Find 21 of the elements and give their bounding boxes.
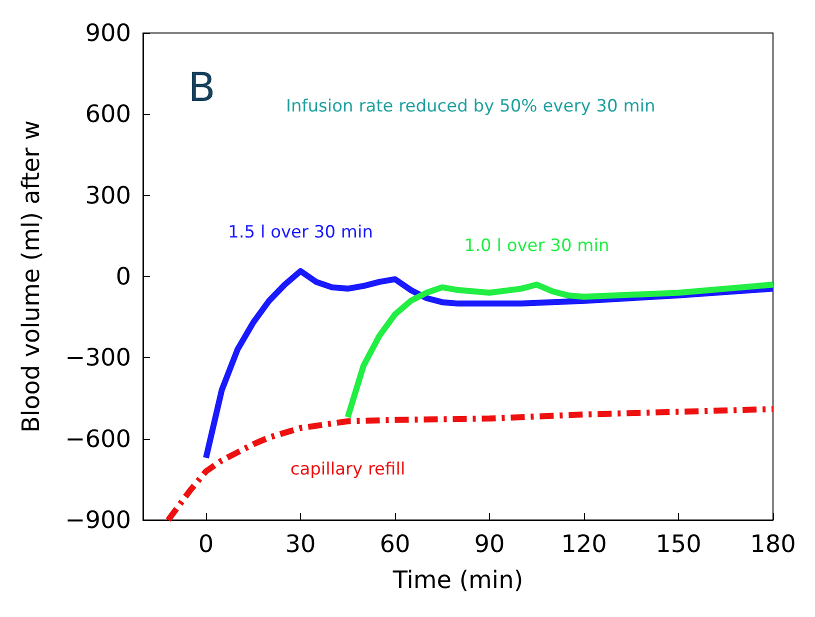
x-tick-label: 120 xyxy=(561,530,607,558)
annotation: Infusion rate reduced by 50% every 30 min xyxy=(286,96,656,116)
y-tick-label: 900 xyxy=(85,19,131,47)
text: B xyxy=(188,65,216,111)
y-tick-label: −300 xyxy=(65,344,131,372)
x-tick-label: 30 xyxy=(285,530,316,558)
x-axis-title: Time (min) xyxy=(392,566,524,594)
series-label: capillary refill xyxy=(290,460,406,480)
x-tick-label: 90 xyxy=(474,530,505,558)
x-tick-label: 60 xyxy=(380,530,410,558)
y-tick-label: 300 xyxy=(85,181,131,210)
y-tick-label: 600 xyxy=(85,100,131,128)
y-tick-label: −900 xyxy=(65,506,131,534)
y-axis-title: Blood volume (ml) after w xyxy=(17,120,45,433)
text: 1.5 l over 30 min xyxy=(228,222,373,243)
x-tick-label: 180 xyxy=(750,530,796,558)
x-tick-label: 150 xyxy=(656,530,702,558)
y-tick-label: −600 xyxy=(65,424,131,453)
text: 1.0 l over 30 min xyxy=(464,236,610,256)
y-tick-label: 0 xyxy=(116,262,131,290)
x-tick-label: 0 xyxy=(198,530,214,558)
